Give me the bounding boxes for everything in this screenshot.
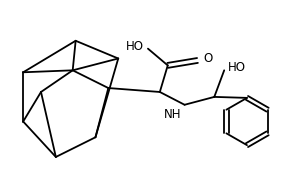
Text: HO: HO [126,40,144,53]
Text: NH: NH [164,108,181,121]
Text: HO: HO [228,61,246,74]
Text: O: O [203,52,213,65]
